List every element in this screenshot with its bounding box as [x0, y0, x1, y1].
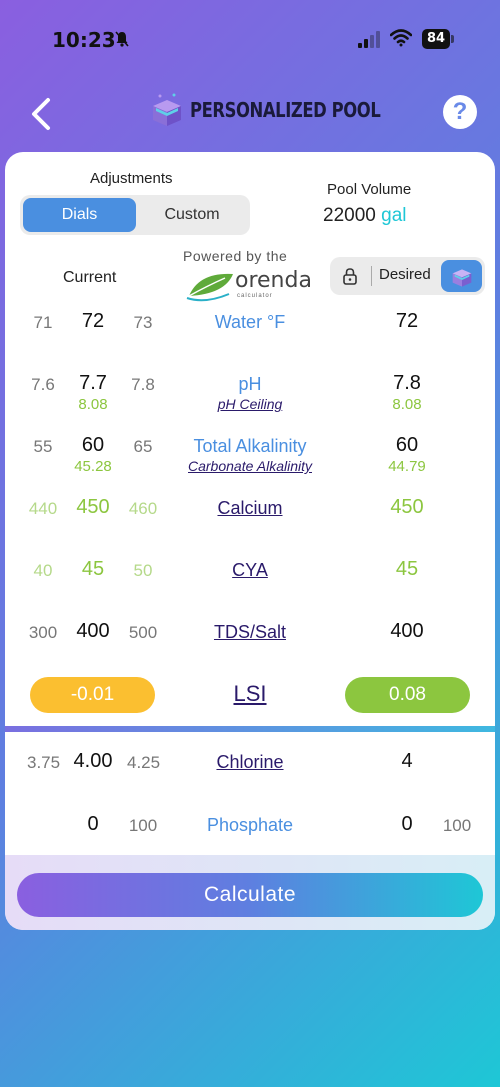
ph-current[interactable]: 7.7 — [79, 372, 107, 394]
orenda-leaf-icon — [186, 273, 233, 302]
total-alkalinity-row: 55 60 65 45.28 Total Alkalinity Carbonat… — [5, 434, 495, 484]
lock-icon[interactable] — [342, 267, 358, 285]
battery-tip — [451, 35, 454, 43]
battery-level: 84 — [422, 29, 450, 49]
desired-column-label: Desired — [379, 266, 431, 283]
chlorine-desired[interactable]: 4 — [401, 750, 413, 772]
tds-current[interactable]: 400 — [76, 620, 110, 642]
ph-low[interactable]: 7.6 — [31, 375, 55, 394]
section-divider — [5, 726, 495, 732]
chlorine-low[interactable]: 3.75 — [27, 753, 61, 772]
cya-link[interactable]: CYA — [232, 560, 268, 580]
chlorine-high[interactable]: 4.25 — [127, 753, 161, 772]
ph-label: pH — [238, 374, 262, 394]
tds-salt-row: 300 400 500 TDS/Salt 400 — [5, 620, 495, 670]
lsi-desired-badge: 0.08 — [345, 677, 470, 713]
powered-by-text: Powered by the — [183, 248, 288, 264]
carbonate-alkalinity-link[interactable]: Carbonate Alkalinity — [188, 458, 312, 474]
carbonate-alkalinity-current: 45.28 — [74, 458, 112, 475]
ph-desired[interactable]: 7.8 — [393, 372, 421, 394]
tds-high[interactable]: 500 — [128, 623, 158, 642]
adjustments-segmented-control: Dials Custom — [20, 195, 250, 235]
calculator-card: Adjustments Dials Custom Pool Volume 220… — [5, 152, 495, 930]
tds-desired[interactable]: 400 — [390, 620, 424, 642]
app-title-group: PERSONALIZED POOL — [150, 92, 422, 128]
water-temp-label: Water °F — [214, 312, 286, 332]
ta-current[interactable]: 60 — [81, 434, 105, 456]
help-button[interactable]: ? — [443, 95, 477, 129]
calculate-button[interactable]: Calculate — [17, 873, 483, 917]
tds-salt-link[interactable]: TDS/Salt — [213, 622, 287, 642]
cya-high[interactable]: 50 — [133, 561, 153, 580]
lsi-current-badge: -0.01 — [30, 677, 155, 713]
current-column-label: Current — [63, 269, 117, 286]
desired-separator — [371, 266, 372, 286]
phosphate-current[interactable]: 0 — [87, 813, 99, 835]
status-bar: 10:23 84 — [0, 0, 500, 80]
cya-low[interactable]: 40 — [33, 561, 53, 580]
bottom-action-bar: Calculate — [5, 855, 495, 930]
pool-volume-number: 22000 — [323, 205, 376, 226]
status-time: 10:23 — [52, 28, 116, 52]
cya-desired[interactable]: 45 — [395, 558, 419, 580]
cya-row: 40 45 50 CYA 45 — [5, 558, 495, 608]
calcium-row: 440 450 460 Calcium 450 — [5, 496, 495, 546]
calcium-desired[interactable]: 450 — [390, 496, 424, 518]
chlorine-current[interactable]: 4.00 — [73, 750, 113, 772]
water-desired[interactable]: 72 — [395, 310, 419, 332]
tds-low[interactable]: 300 — [28, 623, 58, 642]
total-alkalinity-label: Total Alkalinity — [193, 436, 307, 456]
water-temp-row: 71 72 73 Water °F 72 — [5, 310, 495, 360]
dials-tab[interactable]: Dials — [23, 198, 136, 232]
phosphate-label: Phosphate — [206, 815, 294, 835]
desired-header-box: Desired — [330, 257, 485, 295]
phosphate-desired[interactable]: 0 — [401, 813, 413, 835]
pool-box-icon — [452, 269, 472, 287]
custom-tab[interactable]: Custom — [164, 206, 220, 223]
calcium-low[interactable]: 440 — [28, 499, 58, 518]
desired-preset-button[interactable] — [441, 260, 482, 292]
wifi-icon — [390, 29, 412, 47]
orenda-brand-sub: calculator — [237, 293, 273, 299]
carbonate-alkalinity-desired: 44.79 — [388, 458, 426, 475]
ph-ceiling-desired: 8.08 — [392, 396, 422, 413]
back-arrow-icon[interactable] — [24, 94, 60, 134]
app-title: PERSONALIZED POOL — [190, 98, 381, 122]
phosphate-row: 0 100 Phosphate 0 100 — [5, 813, 495, 863]
ph-high[interactable]: 7.8 — [131, 375, 155, 394]
cya-current[interactable]: 45 — [81, 558, 105, 580]
chlorine-row: 3.75 4.00 4.25 Chlorine 4 — [5, 750, 495, 800]
calcium-current[interactable]: 450 — [76, 496, 110, 518]
cellular-signal-icon — [358, 31, 380, 48]
water-high[interactable]: 73 — [133, 313, 153, 332]
ta-high[interactable]: 65 — [133, 437, 153, 456]
water-current[interactable]: 72 — [81, 310, 105, 332]
pool-box-logo-icon — [153, 93, 181, 126]
orenda-brand-text: orenda — [235, 268, 312, 293]
ph-ceiling-link[interactable]: pH Ceiling — [217, 396, 283, 412]
calcium-link[interactable]: Calcium — [217, 498, 283, 518]
ph-ceiling-current: 8.08 — [78, 396, 108, 413]
ta-desired[interactable]: 60 — [395, 434, 419, 456]
adjustments-label: Adjustments — [90, 170, 173, 187]
pool-volume-label: Pool Volume — [327, 181, 412, 198]
orenda-logo: orenda calculator — [185, 264, 312, 304]
pool-volume-value[interactable]: 22000 gal — [323, 205, 406, 227]
pool-volume-unit: gal — [381, 205, 407, 226]
ta-low[interactable]: 55 — [33, 437, 53, 456]
ph-row: 7.6 7.7 7.8 8.08 pH pH Ceiling 7.8 8.08 — [5, 372, 495, 422]
chlorine-link[interactable]: Chlorine — [216, 752, 284, 772]
app-header: PERSONALIZED POOL ? — [0, 88, 500, 138]
bell-muted-icon — [115, 31, 129, 47]
lsi-link[interactable]: LSI — [233, 681, 267, 706]
phosphate-high[interactable]: 100 — [128, 816, 158, 835]
water-low[interactable]: 71 — [33, 313, 53, 332]
calcium-high[interactable]: 460 — [128, 499, 158, 518]
phosphate-desired-high[interactable]: 100 — [442, 816, 472, 835]
